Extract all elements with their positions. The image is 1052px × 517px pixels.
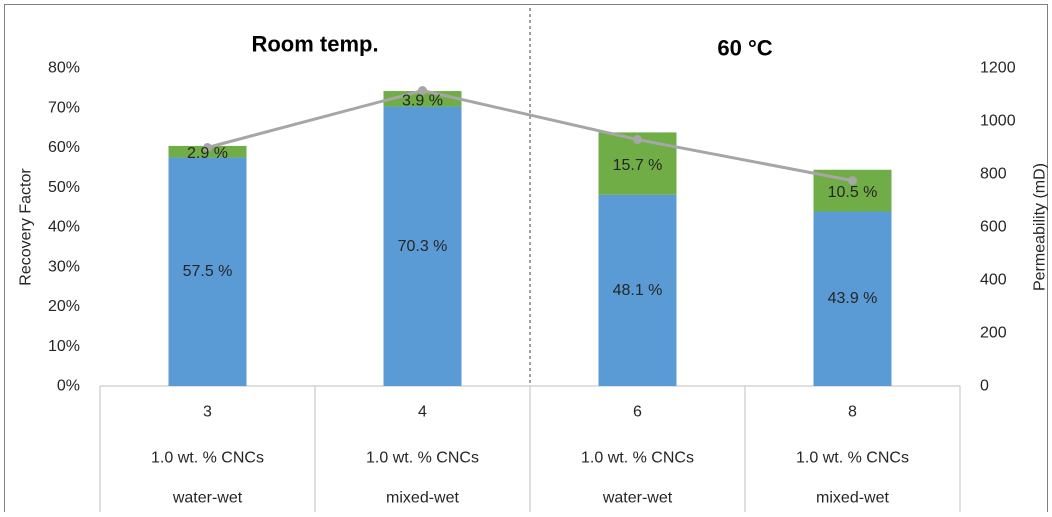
category-row-label: mixed-wet bbox=[386, 490, 459, 507]
y2-tick-label: 1200 bbox=[980, 60, 1016, 77]
y-tick-label: 0% bbox=[57, 378, 80, 395]
category-row-label: 1.0 wt. % CNCs bbox=[796, 450, 909, 467]
y-tick-label: 50% bbox=[48, 179, 80, 196]
category-row-label: water-wet bbox=[602, 490, 673, 507]
permeability-marker bbox=[848, 176, 857, 186]
data-label: 3.9 % bbox=[402, 92, 443, 109]
bar-segment bbox=[383, 106, 462, 387]
y-tick-label: 40% bbox=[48, 219, 80, 236]
bar-segment bbox=[168, 157, 247, 386]
x-tick-label: 8 bbox=[848, 404, 857, 421]
bar-layer bbox=[168, 91, 892, 387]
y-tick-label: 20% bbox=[48, 298, 80, 315]
x-tick-label: 6 bbox=[633, 404, 642, 421]
category-row-label: 1.0 wt. % CNCs bbox=[151, 450, 264, 467]
y-tick-label: 10% bbox=[48, 338, 80, 355]
chart-border bbox=[4, 4, 1048, 517]
permeability-marker bbox=[633, 135, 642, 145]
y2-tick-label: 600 bbox=[980, 219, 1007, 236]
bar-segment bbox=[598, 194, 677, 386]
data-label: 48.1 % bbox=[613, 282, 663, 299]
category-row-label: 1.0 wt. % CNCs bbox=[581, 450, 694, 467]
data-label: 43.9 % bbox=[828, 290, 878, 307]
y2-tick-label: 200 bbox=[980, 325, 1007, 342]
y2-tick-label: 0 bbox=[980, 378, 989, 395]
x-tick-label: 3 bbox=[203, 404, 212, 421]
bar-segment bbox=[813, 211, 892, 386]
permeability-marker bbox=[418, 86, 427, 96]
data-label: 57.5 % bbox=[183, 263, 233, 280]
data-label: 10.5 % bbox=[828, 184, 878, 201]
data-label: 70.3 % bbox=[398, 238, 448, 255]
y2-tick-label: 800 bbox=[980, 166, 1007, 183]
y-tick-label: 80% bbox=[48, 60, 80, 77]
y2-tick-label: 400 bbox=[980, 272, 1007, 289]
y2-tick-label: 1000 bbox=[980, 113, 1016, 130]
data-label: 2.9 % bbox=[187, 145, 228, 162]
y-tick-label: 60% bbox=[48, 139, 80, 156]
group-title: 60 °C bbox=[717, 36, 772, 61]
category-row-label: 1.0 wt. % CNCs bbox=[366, 450, 479, 467]
x-tick-label: 4 bbox=[418, 404, 427, 421]
permeability-marker bbox=[203, 143, 212, 152]
y2-axis-title: Permeability (mD) bbox=[1032, 163, 1049, 291]
permeability-line bbox=[207, 88, 853, 183]
line-layer bbox=[203, 86, 857, 186]
group-title: Room temp. bbox=[251, 32, 378, 57]
y-tick-label: 30% bbox=[48, 258, 80, 275]
data-label: 15.7 % bbox=[613, 157, 663, 174]
category-row-label: mixed-wet bbox=[816, 490, 889, 507]
category-row-label: water-wet bbox=[172, 490, 243, 507]
y-tick-label: 70% bbox=[48, 99, 80, 116]
y-axis-title: Recovery Factor bbox=[18, 168, 35, 286]
text-layer: 0% 10% 20% 30% 40% 50% 60% 70% 80% 0 200 400 600 800 1… bbox=[18, 32, 1049, 507]
